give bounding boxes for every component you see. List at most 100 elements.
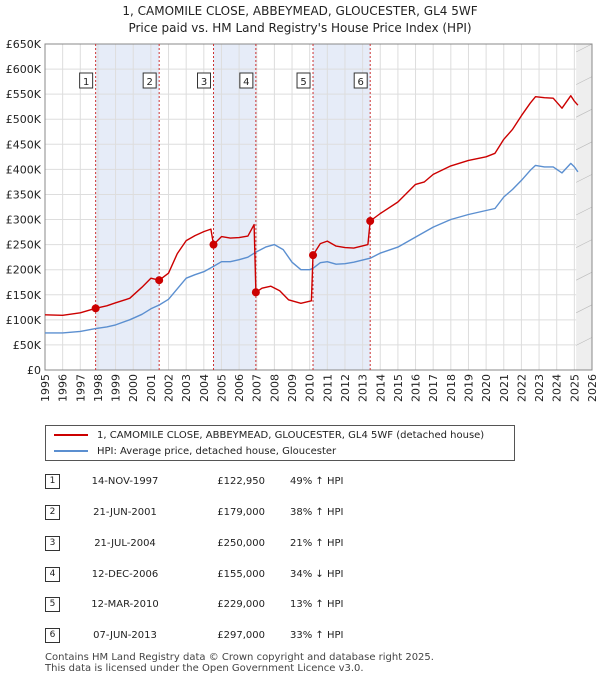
x-tick-label: 2014 xyxy=(374,374,387,402)
future-hatch-line xyxy=(575,271,593,281)
x-tick-label: 2020 xyxy=(480,374,493,402)
sale-point xyxy=(251,288,260,297)
x-tick-label: 2025 xyxy=(568,374,581,402)
x-tick-label: 2018 xyxy=(445,374,458,402)
sale-date: 21-JUL-2004 xyxy=(94,538,156,549)
sale-price: £250,000 xyxy=(217,538,265,549)
x-tick-label: 2005 xyxy=(215,374,228,402)
footer-attribution: Contains HM Land Registry data © Crown c… xyxy=(45,652,434,674)
footer-copyright: Contains HM Land Registry data © Crown c… xyxy=(45,652,434,663)
footer-license: This data is licensed under the Open Gov… xyxy=(45,663,364,674)
future-hatch-line xyxy=(575,141,593,151)
future-region xyxy=(576,44,592,370)
plot-area: £0 £50K £100K £150K £200K £250K £300K £350K £400… xyxy=(6,38,599,402)
sale-number-badge: 5 xyxy=(45,597,60,612)
y-tick-label: £650K xyxy=(6,38,42,51)
shaded-period xyxy=(213,44,256,370)
sale-hpi-change: 34% ↓ HPI xyxy=(290,569,344,580)
sale-price: £297,000 xyxy=(217,630,265,641)
sale-point xyxy=(366,217,375,226)
x-tick-label: 2024 xyxy=(551,374,564,402)
sale-number-badge: 1 xyxy=(45,474,60,489)
x-tick-label: 2016 xyxy=(410,374,423,402)
x-tick-label: 2023 xyxy=(533,374,546,402)
sale-number-label: 5 xyxy=(300,77,306,88)
sale-number-badge: 3 xyxy=(45,536,60,551)
y-tick-label: £50K xyxy=(13,339,42,352)
sale-number-label: 4 xyxy=(243,77,249,88)
y-tick-label: £600K xyxy=(6,63,42,76)
table-row: 4 12-DEC-2006 £155,000 34% ↓ HPI xyxy=(45,565,445,585)
future-hatch-line xyxy=(575,337,593,346)
y-tick-label: £350K xyxy=(6,188,42,201)
sale-hpi-change: 49% ↑ HPI xyxy=(290,476,344,487)
sale-point xyxy=(309,251,318,260)
chart-subtitle: Price paid vs. HM Land Registry's House … xyxy=(128,21,471,35)
table-row: 3 21-JUL-2004 £250,000 21% ↑ HPI xyxy=(45,534,445,554)
future-hatch-line xyxy=(575,304,593,314)
x-tick-label: 2009 xyxy=(286,374,299,402)
x-tick-label: 2012 xyxy=(339,374,352,402)
future-hatch-line xyxy=(575,108,593,118)
chart-title: 1, CAMOMILE CLOSE, ABBEYMEAD, GLOUCESTER… xyxy=(122,4,477,18)
table-row: 2 21-JUN-2001 £179,000 38% ↑ HPI xyxy=(45,503,445,523)
table-row: 5 12-MAR-2010 £229,000 13% ↑ HPI xyxy=(45,595,445,615)
sale-point xyxy=(155,276,164,285)
sale-number-box xyxy=(296,72,311,89)
sale-date: 14-NOV-1997 xyxy=(91,476,159,487)
sale-point xyxy=(91,304,100,313)
sale-number-badge: 4 xyxy=(45,567,60,582)
legend-item-property: 1, CAMOMILE CLOSE, ABBEYMEAD, GLOUCESTER… xyxy=(54,428,484,444)
sale-number-badge: 6 xyxy=(45,628,60,643)
y-tick-label: £250K xyxy=(6,239,42,252)
x-tick-label: 2011 xyxy=(321,374,334,402)
x-tick-label: 2019 xyxy=(462,374,475,402)
plot-border xyxy=(44,43,593,371)
x-tick-label: 1997 xyxy=(74,374,87,402)
future-hatch-line xyxy=(575,206,593,216)
x-tick-label: 2008 xyxy=(268,374,281,402)
x-tick-label: 2000 xyxy=(127,374,140,402)
shaded-period xyxy=(95,44,160,370)
sale-number-badge: 2 xyxy=(45,505,60,520)
sale-number-box xyxy=(239,72,254,89)
y-tick-label: £0 xyxy=(27,364,41,377)
future-hatch-line xyxy=(575,76,593,85)
legend-swatch-property xyxy=(54,434,88,436)
sale-date: 07-JUN-2013 xyxy=(93,630,157,641)
sale-hpi-change: 33% ↑ HPI xyxy=(290,630,344,641)
x-tick-label: 2006 xyxy=(233,374,246,402)
sale-number-box xyxy=(197,72,212,89)
future-hatch-line xyxy=(575,239,593,248)
x-tick-label: 2021 xyxy=(498,374,511,402)
sale-number-box xyxy=(79,72,94,89)
sale-price: £155,000 xyxy=(217,569,265,580)
y-tick-label: £200K xyxy=(6,264,42,277)
y-tick-label: £150K xyxy=(6,289,42,302)
y-tick-label: £300K xyxy=(6,214,42,227)
sale-date: 12-MAR-2010 xyxy=(91,599,159,610)
x-tick-label: 1996 xyxy=(57,374,70,402)
x-tick-label: 2004 xyxy=(198,374,211,402)
hpi-series-line xyxy=(45,162,579,334)
sale-number-box xyxy=(353,72,368,89)
sale-number-label: 6 xyxy=(358,77,364,88)
legend-label-hpi: HPI: Average price, detached house, Glou… xyxy=(97,446,337,457)
legend-swatch-hpi xyxy=(54,450,88,452)
sale-hpi-change: 38% ↑ HPI xyxy=(290,507,344,518)
table-row: 6 07-JUN-2013 £297,000 33% ↑ HPI xyxy=(45,626,445,646)
sale-price: £122,950 xyxy=(217,476,265,487)
price-chart: 1, CAMOMILE CLOSE, ABBEYMEAD, GLOUCESTER… xyxy=(6,4,599,402)
sale-date: 21-JUN-2001 xyxy=(93,507,157,518)
x-tick-label: 2017 xyxy=(427,374,440,402)
legend-item-hpi: HPI: Average price, detached house, Glou… xyxy=(54,444,336,460)
x-tick-label: 2002 xyxy=(163,374,176,402)
legend-label-property: 1, CAMOMILE CLOSE, ABBEYMEAD, GLOUCESTER… xyxy=(97,430,485,441)
sale-price: £229,000 xyxy=(217,599,265,610)
x-tick-label: 2022 xyxy=(515,374,528,402)
sale-number-label: 3 xyxy=(201,77,207,88)
future-hatch-line xyxy=(575,43,593,53)
y-tick-label: £500K xyxy=(6,113,42,126)
future-hatch-line xyxy=(575,174,593,183)
y-tick-label: £400K xyxy=(6,163,42,176)
